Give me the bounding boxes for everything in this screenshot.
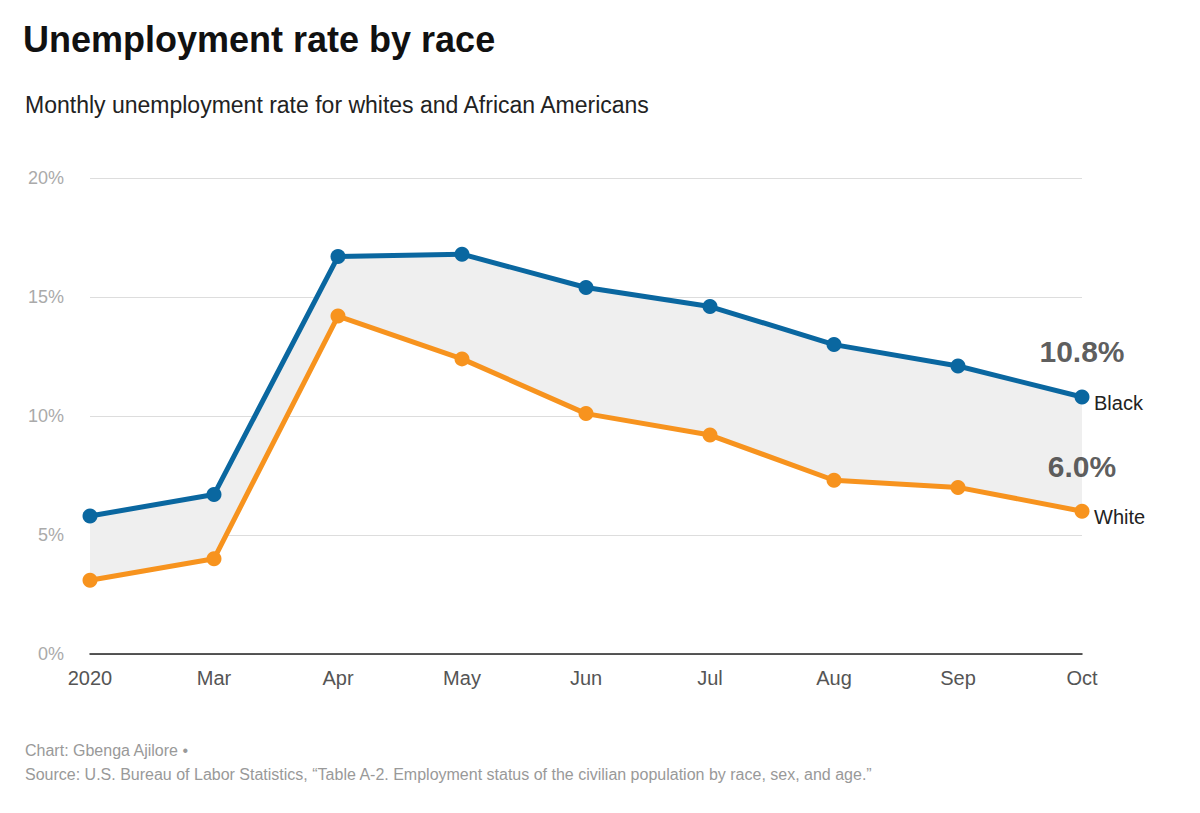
svg-text:10.8%: 10.8% [1039, 335, 1124, 368]
svg-text:Aug: Aug [816, 667, 852, 689]
svg-text:Source: U.S. Bureau of Labor S: Source: U.S. Bureau of Labor Statistics,… [25, 766, 872, 783]
svg-text:Chart: Gbenga Ajilore •: Chart: Gbenga Ajilore • [25, 742, 188, 759]
svg-text:0%: 0% [38, 644, 64, 664]
svg-text:5%: 5% [38, 525, 64, 545]
svg-text:Oct: Oct [1066, 667, 1098, 689]
svg-text:15%: 15% [28, 287, 64, 307]
svg-text:White: White [1094, 506, 1145, 528]
svg-text:2020: 2020 [68, 667, 113, 689]
svg-text:Jun: Jun [570, 667, 602, 689]
svg-text:20%: 20% [28, 168, 64, 188]
svg-text:Sep: Sep [940, 667, 976, 689]
svg-text:Mar: Mar [197, 667, 232, 689]
svg-text:Apr: Apr [322, 667, 353, 689]
svg-text:Monthly unemployment rate for: Monthly unemployment rate for whites and… [25, 92, 649, 118]
svg-text:6.0%: 6.0% [1048, 450, 1116, 483]
svg-text:Black: Black [1094, 392, 1144, 414]
svg-text:Jul: Jul [697, 667, 723, 689]
svg-text:Unemployment rate by race: Unemployment rate by race [23, 19, 495, 60]
svg-text:10%: 10% [28, 406, 64, 426]
svg-text:May: May [443, 667, 481, 689]
